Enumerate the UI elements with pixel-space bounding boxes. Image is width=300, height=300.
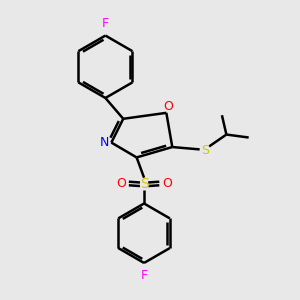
Text: O: O xyxy=(163,100,173,113)
Text: S: S xyxy=(201,143,209,157)
Text: O: O xyxy=(116,177,126,190)
Text: O: O xyxy=(162,177,172,190)
Text: S: S xyxy=(140,177,148,191)
Text: N: N xyxy=(100,136,109,149)
Text: F: F xyxy=(102,17,109,30)
Text: F: F xyxy=(140,269,148,282)
